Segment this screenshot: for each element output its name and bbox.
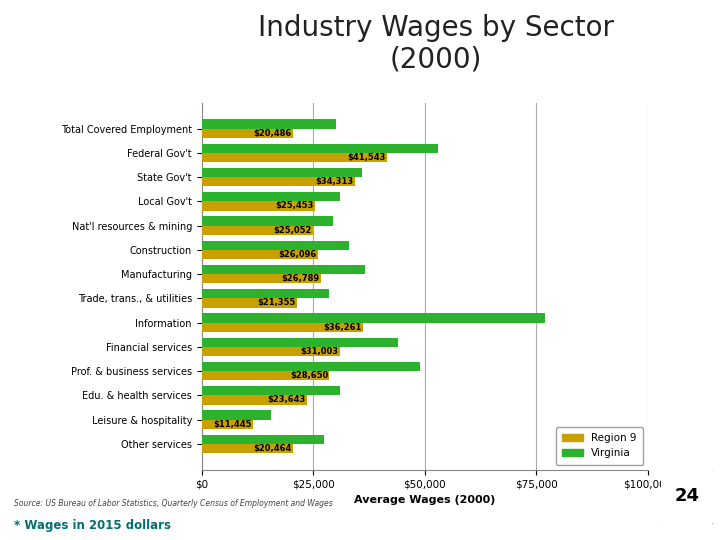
Bar [202,153,387,162]
Bar [202,129,293,138]
Bar [202,395,307,404]
Bar [202,119,336,129]
Text: $36,261: $36,261 [324,323,362,332]
Bar [202,371,330,380]
Text: $31,003: $31,003 [301,347,338,356]
Text: $41,543: $41,543 [347,153,386,162]
Text: $11,445: $11,445 [213,420,251,429]
Text: * Wages in 2015 dollars: * Wages in 2015 dollars [14,519,171,532]
Bar [202,289,329,298]
Text: $34,313: $34,313 [315,177,354,186]
Bar [202,226,313,235]
Text: $21,355: $21,355 [257,299,296,307]
Text: $26,789: $26,789 [282,274,320,283]
Bar [202,217,333,226]
Bar [202,362,420,371]
Bar [202,338,398,347]
Bar [202,144,438,153]
Bar [202,177,355,186]
Text: $20,464: $20,464 [253,444,292,453]
Bar [202,313,545,322]
Bar [202,444,293,453]
Bar [202,410,271,420]
Text: $25,453: $25,453 [276,201,314,211]
Bar [202,168,362,177]
Legend: Region 9, Virginia: Region 9, Virginia [556,427,643,464]
Bar [202,322,364,332]
Bar [202,201,315,211]
FancyBboxPatch shape [660,468,714,525]
Bar [202,298,297,308]
Bar [202,386,340,395]
Bar [202,192,340,201]
Text: $25,052: $25,052 [274,226,312,235]
Text: $23,643: $23,643 [268,395,306,404]
Text: $26,096: $26,096 [279,250,317,259]
Bar [202,250,318,259]
Bar [202,241,349,250]
Text: Source: US Bureau of Labor Statistics, Quarterly Census of Employment and Wages: Source: US Bureau of Labor Statistics, Q… [14,500,333,509]
Text: $20,486: $20,486 [253,129,292,138]
Bar [202,274,321,284]
Bar [202,347,340,356]
X-axis label: Average Wages (2000): Average Wages (2000) [354,495,495,505]
Bar [202,265,364,274]
Bar [202,420,253,429]
Text: $28,650: $28,650 [290,371,328,380]
Bar [202,435,324,444]
Text: Industry Wages by Sector
(2000): Industry Wages by Sector (2000) [258,14,613,74]
Text: 24: 24 [675,487,699,505]
